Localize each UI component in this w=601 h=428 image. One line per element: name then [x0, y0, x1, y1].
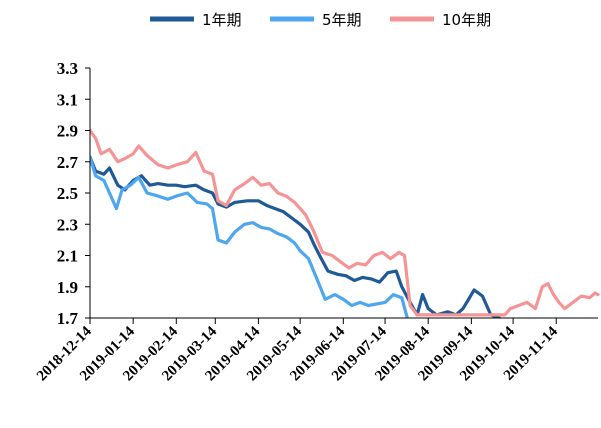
y-tick-label: 3.1 — [57, 90, 78, 109]
legend-item-3: 10年期 — [390, 11, 491, 29]
legend-label: 10年期 — [442, 11, 491, 29]
legend: 1年期 5年期 10年期 — [150, 11, 491, 29]
y-tick-label: 3.3 — [57, 59, 78, 78]
y-tick-label: 1.7 — [57, 309, 79, 328]
series-line-1 — [90, 155, 501, 318]
y-tick-label: 2.9 — [57, 122, 78, 141]
y-tick-label: 2.3 — [57, 215, 78, 234]
legend-label: 5年期 — [322, 11, 362, 29]
series-line-3 — [90, 128, 600, 317]
plot-area — [90, 128, 600, 318]
legend-label: 1年期 — [202, 11, 242, 29]
y-tick-label: 2.5 — [57, 184, 78, 203]
legend-item-1: 1年期 — [150, 11, 242, 29]
y-tick-label: 1.9 — [57, 278, 78, 297]
axes: 3.33.12.92.72.52.32.11.91.72018-12-14201… — [34, 59, 598, 384]
y-tick-label: 2.1 — [57, 247, 78, 266]
y-tick-label: 2.7 — [57, 153, 79, 172]
series-line-2 — [90, 155, 409, 318]
legend-item-2: 5年期 — [270, 11, 362, 29]
